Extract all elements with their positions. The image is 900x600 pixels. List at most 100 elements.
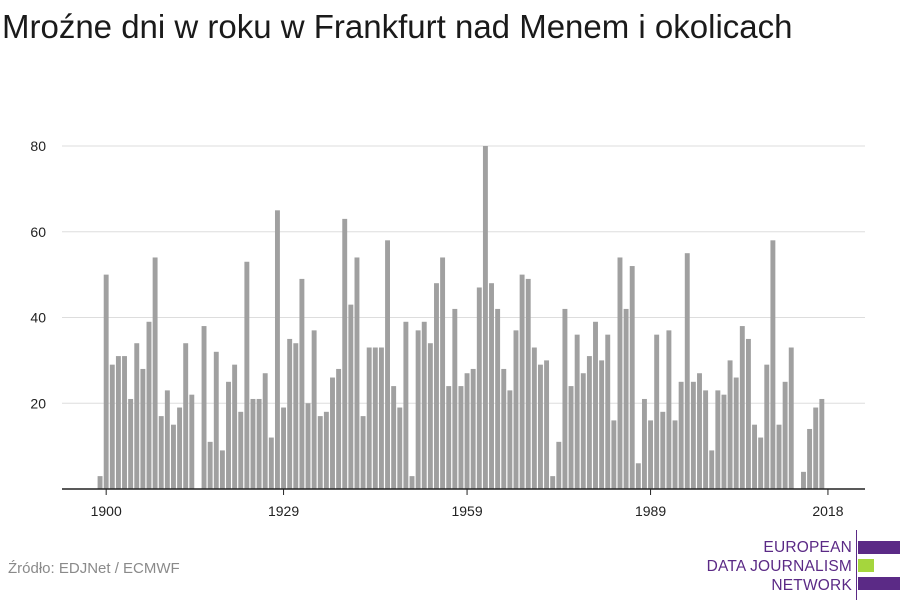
- bar: [115, 356, 121, 489]
- bar: [366, 347, 372, 489]
- bar: [788, 347, 794, 489]
- bar: [586, 356, 592, 489]
- bar: [427, 343, 433, 489]
- bar: [641, 398, 647, 489]
- bar: [629, 266, 635, 489]
- bar: [219, 450, 225, 489]
- bar: [660, 411, 666, 489]
- bar: [470, 368, 476, 489]
- bar: [482, 146, 488, 489]
- bar: [715, 390, 721, 489]
- bar: [684, 253, 690, 489]
- bar: [752, 424, 757, 489]
- bar: [421, 321, 427, 489]
- bar: [189, 394, 195, 489]
- bar: [434, 283, 439, 489]
- bar: [403, 321, 409, 489]
- bar: [287, 338, 293, 489]
- bar: [733, 377, 739, 489]
- y-tick-label: 40: [30, 310, 46, 326]
- bar: [807, 428, 813, 489]
- bar: [703, 390, 709, 489]
- bar: [776, 424, 782, 489]
- bar: [372, 347, 378, 489]
- bar: [146, 321, 152, 489]
- bar: [593, 321, 598, 489]
- bar: [770, 240, 776, 489]
- bar: [623, 308, 629, 489]
- bar: [177, 407, 183, 489]
- bar: [293, 343, 299, 489]
- bar: [813, 407, 819, 489]
- bar: [97, 476, 103, 489]
- bar: [568, 386, 574, 489]
- bar: [501, 368, 507, 489]
- bar: [819, 398, 825, 489]
- logo-bar-bottom: [858, 577, 900, 590]
- bar: [256, 398, 262, 489]
- bar: [305, 403, 311, 489]
- bar: [666, 330, 672, 489]
- bar: [299, 278, 305, 489]
- x-tick-label: 2018: [812, 503, 843, 519]
- bar: [458, 386, 464, 489]
- bar: [452, 308, 458, 489]
- bar: [140, 368, 146, 489]
- bar: [519, 274, 525, 489]
- bar: [268, 437, 274, 489]
- bar: [538, 364, 543, 489]
- bar: [764, 364, 770, 489]
- bar: [409, 476, 415, 489]
- bar: [164, 390, 170, 489]
- axes: 20 40 60 80 1900 1929 1959 1989 2018: [30, 138, 865, 519]
- bar: [250, 398, 256, 489]
- bar: [721, 394, 727, 489]
- x-tick-label: 1959: [451, 503, 482, 519]
- logo-bar-middle: [858, 559, 874, 572]
- bar: [507, 390, 513, 489]
- bar: [360, 416, 366, 489]
- bar: [697, 373, 702, 489]
- bar: [128, 398, 134, 489]
- bar: [397, 407, 403, 489]
- bar: [183, 343, 189, 489]
- bar: [446, 386, 452, 489]
- bar: [317, 416, 323, 489]
- bar: [213, 351, 219, 489]
- bar: [207, 441, 213, 489]
- bar: [513, 330, 519, 489]
- bar: [201, 326, 207, 489]
- bar: [690, 381, 696, 489]
- x-tick-label: 1900: [91, 503, 122, 519]
- bar: [531, 347, 537, 489]
- bar: [489, 283, 494, 489]
- x-tick-label: 1989: [635, 503, 666, 519]
- bar: [103, 274, 109, 489]
- bar: [562, 308, 568, 489]
- y-tick-label: 20: [30, 395, 46, 411]
- bar: [274, 210, 280, 489]
- bar: [415, 330, 421, 489]
- bar-chart: 20 40 60 80 1900 1929 1959 1989 2018: [30, 138, 865, 519]
- bar: [617, 257, 623, 489]
- bar: [311, 330, 317, 489]
- bar: [678, 381, 684, 489]
- bar: [226, 381, 231, 489]
- y-tick-label: 80: [30, 138, 46, 154]
- bar: [238, 411, 244, 489]
- logo-line-3: NETWORK: [771, 577, 852, 594]
- bar: [550, 476, 556, 489]
- bar: [709, 450, 715, 489]
- bar: [281, 407, 287, 489]
- bar: [476, 287, 482, 489]
- bars: [97, 146, 825, 489]
- logo-line-2: DATA JOURNALISM: [706, 558, 852, 575]
- bar: [574, 334, 580, 489]
- bar: [525, 278, 531, 489]
- chart-title: Mroźne dni w roku w Frankfurt nad Menem …: [2, 8, 793, 45]
- bar: [739, 326, 745, 489]
- bar: [758, 437, 764, 489]
- bar: [654, 334, 660, 489]
- y-tick-label: 60: [30, 224, 46, 240]
- bar: [152, 257, 158, 489]
